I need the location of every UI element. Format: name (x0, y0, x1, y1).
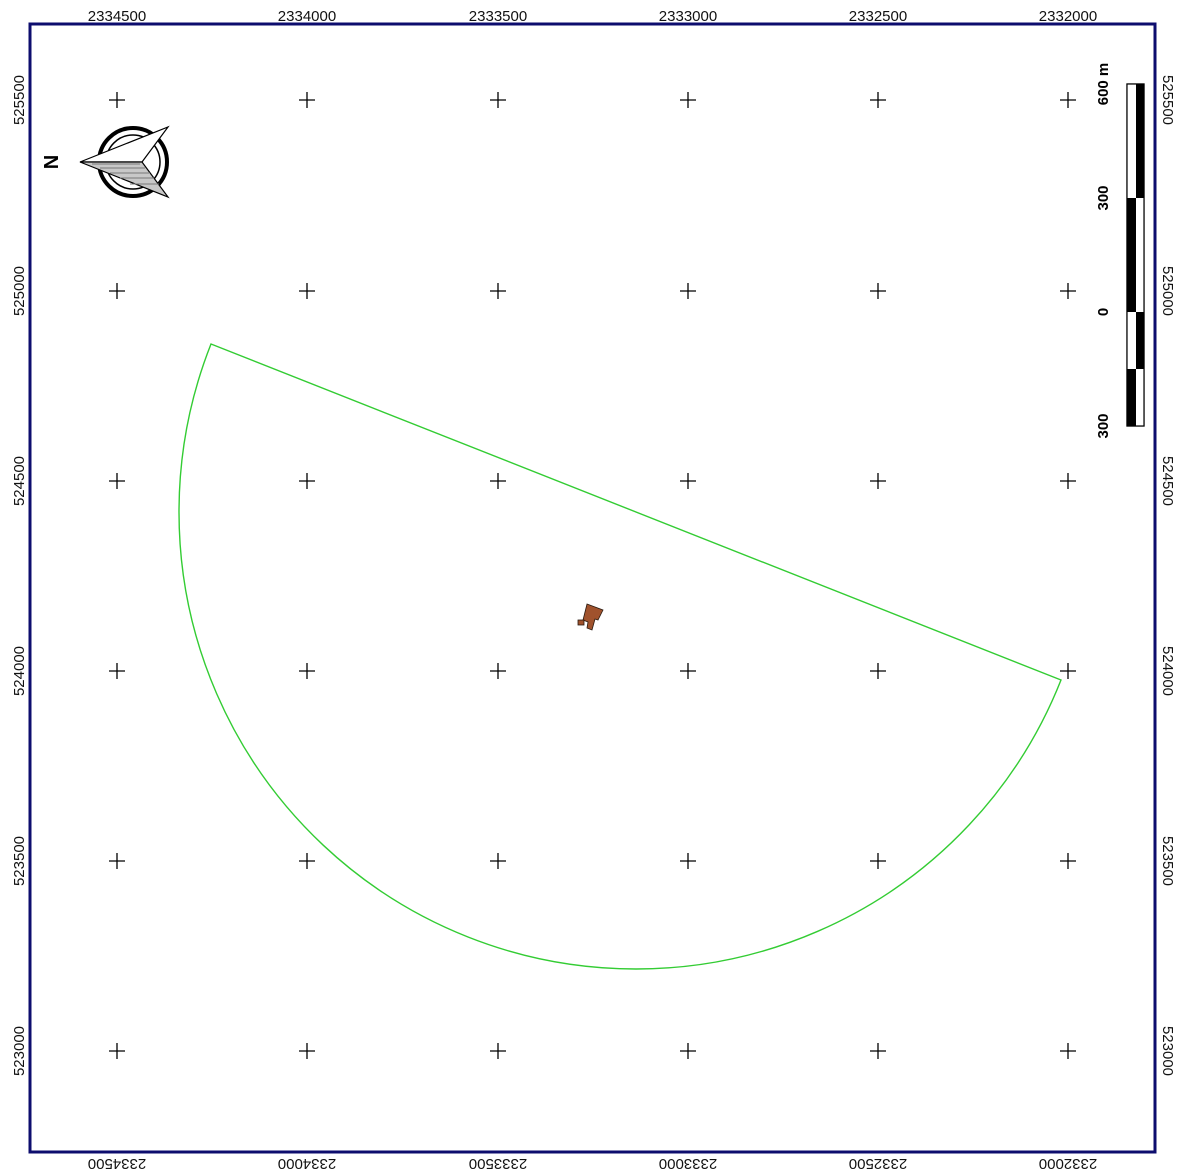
grid-cross (490, 283, 506, 299)
grid-cross (680, 473, 696, 489)
buffer-outline (178, 343, 1062, 970)
grid-cross (299, 663, 315, 679)
graticule-grid (109, 92, 1076, 1059)
northing-label: 524500 (11, 456, 28, 506)
right-northing-labels: 525500 525000 524500 524000 523500 52300… (1159, 75, 1176, 1076)
north-arrow: N (41, 125, 170, 199)
grid-cross (870, 92, 886, 108)
grid-cross (1060, 1043, 1076, 1059)
easting-label: 2333000 (659, 8, 717, 25)
north-arrow-lower-half (79, 161, 170, 199)
easting-label: 2333500 (469, 8, 527, 25)
grid-cross (490, 1043, 506, 1059)
grid-cross (109, 92, 125, 108)
grid-cross (299, 473, 315, 489)
grid-cross (490, 853, 506, 869)
easting-label: 2333000 (659, 1155, 717, 1172)
northing-label: 524500 (1159, 456, 1176, 506)
easting-label: 2334500 (88, 8, 146, 25)
easting-label: 2333500 (469, 1155, 527, 1172)
northing-label: 523000 (1159, 1026, 1176, 1076)
grid-cross (1060, 92, 1076, 108)
grid-cross (490, 473, 506, 489)
easting-label: 2334500 (88, 1155, 146, 1172)
grid-cross (870, 663, 886, 679)
easting-label: 2332000 (1039, 1155, 1097, 1172)
grid-cross (1060, 853, 1076, 869)
northing-label: 525500 (1159, 75, 1176, 125)
easting-label: 2332500 (849, 1155, 907, 1172)
northing-label: 524000 (1159, 646, 1176, 696)
top-easting-labels: 2334500 2334000 2333500 2333000 2332500 … (88, 8, 1097, 25)
left-northing-labels: 525500 525000 524500 524000 523500 52300… (11, 75, 28, 1076)
northing-label: 523500 (1159, 836, 1176, 886)
easting-label: 2332000 (1039, 8, 1097, 25)
northing-label: 525000 (11, 266, 28, 316)
grid-cross (490, 92, 506, 108)
grid-cross (870, 473, 886, 489)
easting-label: 2332500 (849, 8, 907, 25)
easting-label: 2334000 (278, 8, 336, 25)
grid-cross (680, 283, 696, 299)
grid-cross (109, 663, 125, 679)
grid-cross (1060, 473, 1076, 489)
grid-cross (1060, 663, 1076, 679)
grid-cross (680, 92, 696, 108)
grid-cross (680, 663, 696, 679)
northing-label: 523000 (11, 1026, 28, 1076)
easting-label: 2334000 (278, 1155, 336, 1172)
grid-cross (680, 1043, 696, 1059)
grid-cross (870, 283, 886, 299)
bottom-easting-labels: 2334500 2334000 2333500 2333000 2332500 … (88, 1155, 1097, 1172)
grid-cross (870, 853, 886, 869)
scale-label: 0 (1095, 308, 1112, 316)
scale-label: 300 (1095, 413, 1112, 438)
scale-label: 600 m (1095, 63, 1112, 106)
north-arrow-label: N (41, 155, 63, 169)
grid-cross (109, 283, 125, 299)
scale-bar: 600 m 300 0 300 (1095, 63, 1145, 439)
northing-label: 524000 (11, 646, 28, 696)
northing-label: 525500 (11, 75, 28, 125)
grid-cross (299, 283, 315, 299)
northing-label: 525000 (1159, 266, 1176, 316)
grid-cross (299, 853, 315, 869)
grid-cross (109, 853, 125, 869)
grid-cross (1060, 283, 1076, 299)
grid-cross (109, 1043, 125, 1059)
scale-label: 300 (1095, 185, 1112, 210)
grid-cross (109, 473, 125, 489)
northing-label: 523500 (11, 836, 28, 886)
building-feature (577, 603, 604, 631)
grid-cross (299, 92, 315, 108)
grid-cross (299, 1043, 315, 1059)
grid-cross (490, 663, 506, 679)
grid-cross (680, 853, 696, 869)
grid-cross (870, 1043, 886, 1059)
map-frame (28, 22, 1157, 1154)
